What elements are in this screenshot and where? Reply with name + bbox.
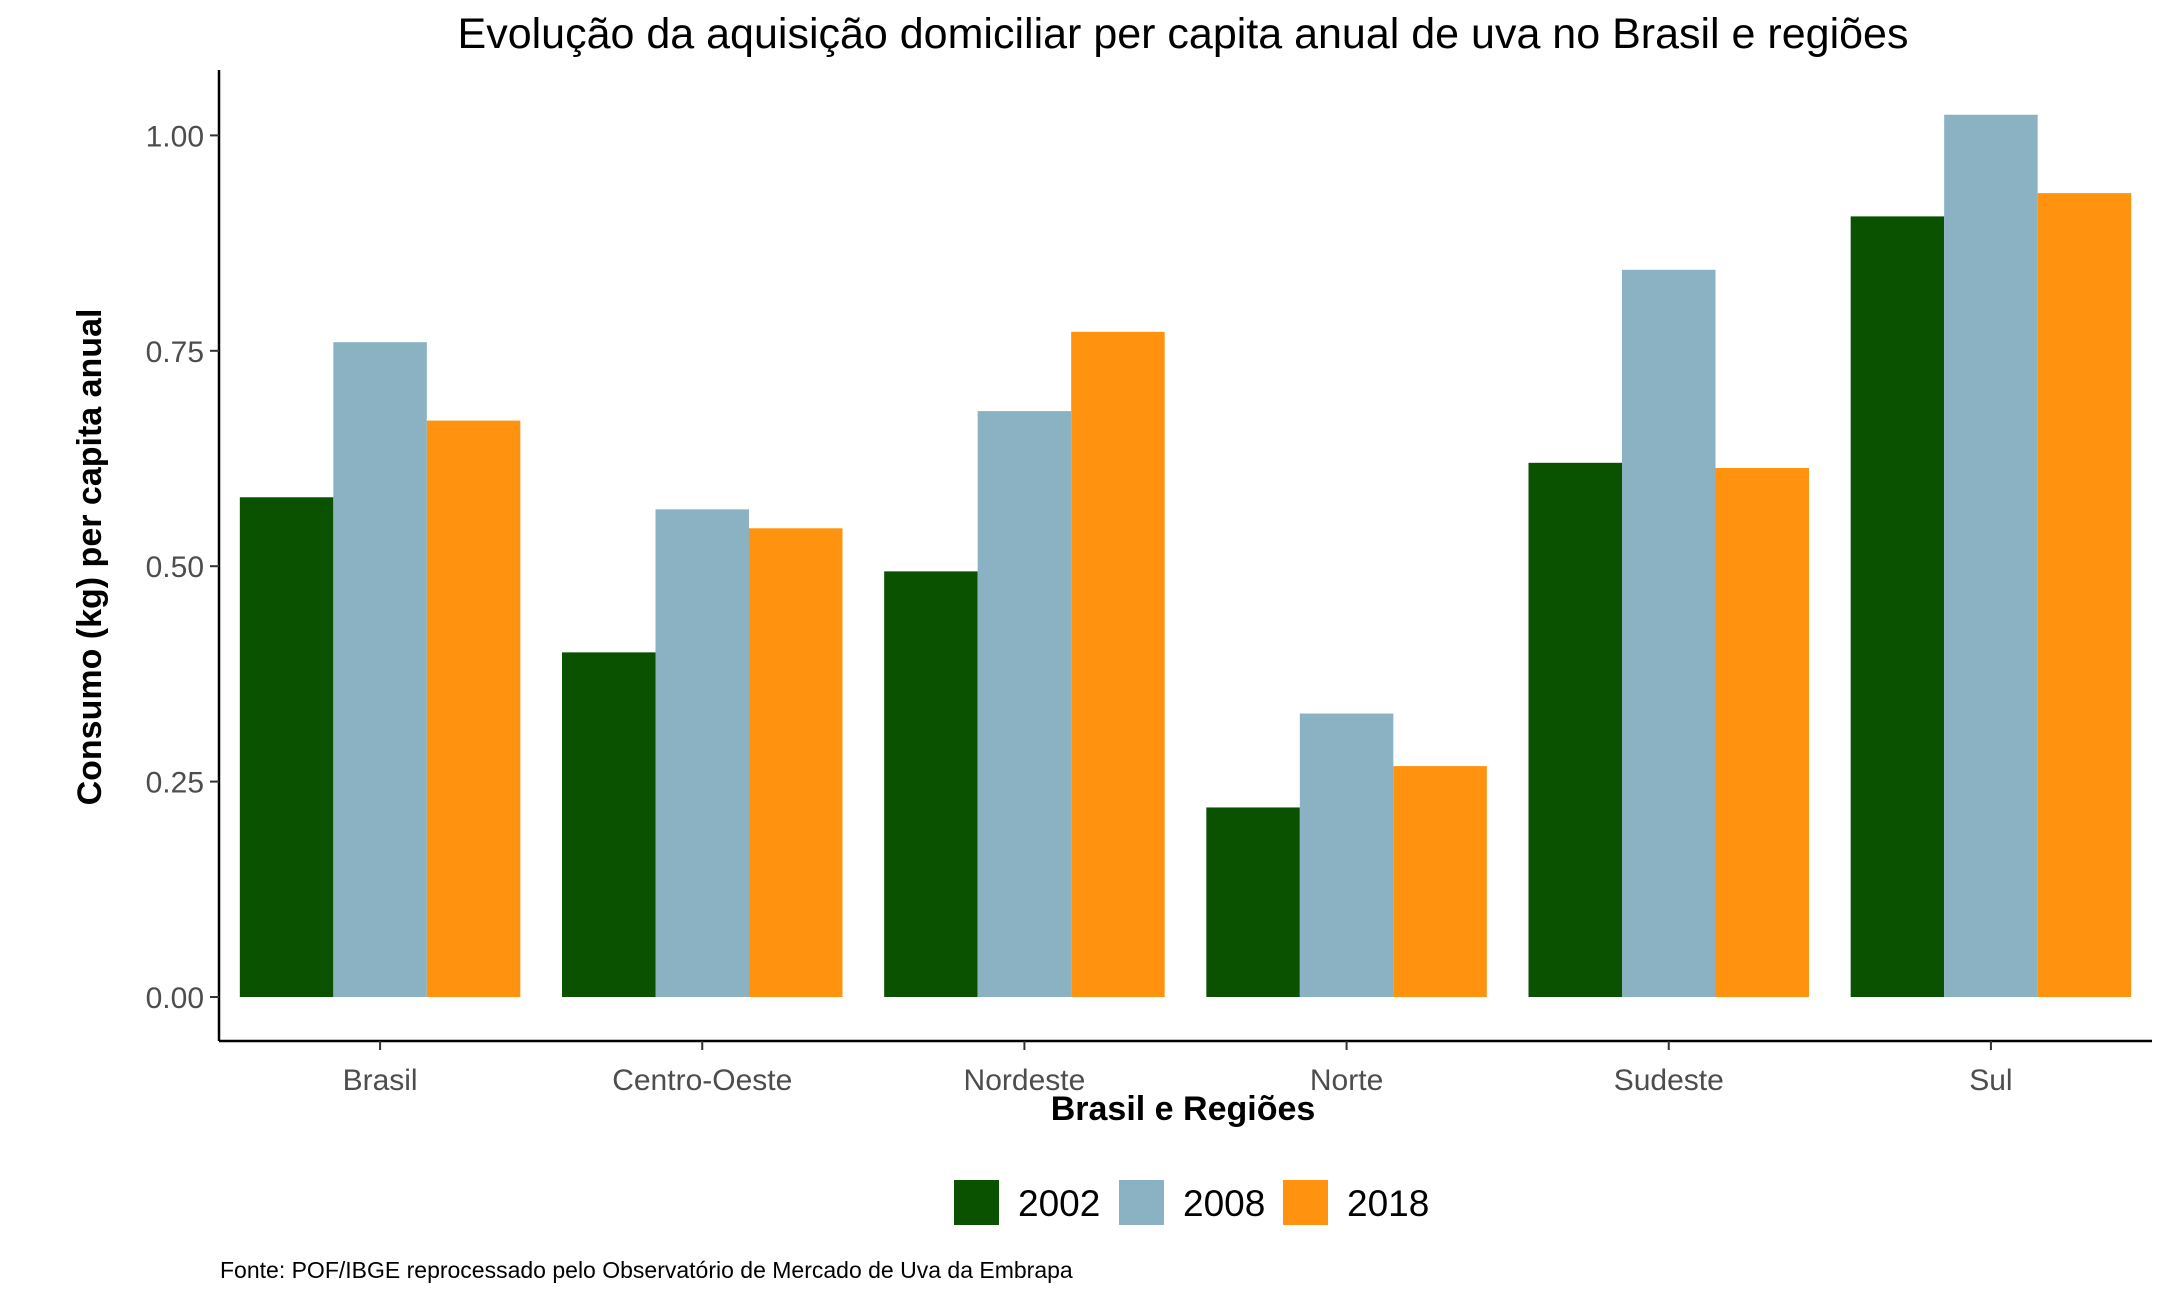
x-tick-label: Sudeste (1614, 1064, 1724, 1097)
bar-brasil-2008 (333, 342, 427, 998)
y-axis-title: Consumo (kg) per capita anual (71, 309, 109, 806)
bar-nordeste-2008 (977, 411, 1072, 997)
x-tick-label: Nordeste (964, 1064, 1086, 1097)
x-axis: Brasil Centro-Oeste Nordeste Norte Sudeste Su… (219, 1039, 2152, 1097)
legend-key-2008 (1119, 1180, 1164, 1225)
bar-nordeste-2002 (884, 571, 978, 997)
x-tick-label: Centro-Oeste (612, 1064, 792, 1097)
legend-label-2018: 2018 (1347, 1183, 1429, 1224)
x-tick-label: Brasil (343, 1064, 418, 1097)
y-tick-label: 0.50 (146, 551, 204, 584)
bar-sudeste-2008 (1622, 269, 1716, 998)
bar-sudeste-2018 (1715, 467, 1809, 997)
source-caption: Fonte: POF/IBGE reprocessado pelo Observ… (220, 1257, 1073, 1283)
bar-sul-2008 (1944, 114, 2038, 997)
x-tick-label: Norte (1310, 1064, 1383, 1097)
bar-brasil-2018 (426, 420, 521, 997)
x-tick-label: Sul (1969, 1064, 2012, 1097)
legend-key-2002 (954, 1180, 999, 1225)
bar-nordeste-2018 (1071, 331, 1165, 997)
bar-norte-2018 (1393, 766, 1487, 997)
bar-brasil-2002 (239, 497, 334, 997)
chart-title: Evolução da aquisição domiciliar per cap… (458, 10, 1909, 58)
legend-label-2008: 2008 (1183, 1183, 1265, 1224)
bar-norte-2008 (1299, 713, 1394, 997)
bar-centro-oeste-2018 (749, 528, 843, 997)
bar-sudeste-2002 (1528, 462, 1622, 998)
legend: 2002 2008 2018 (954, 1180, 1429, 1225)
plot-area (239, 114, 2132, 998)
y-tick-label: 1.00 (146, 120, 204, 153)
bar-centro-oeste-2008 (655, 509, 749, 997)
bar-norte-2002 (1206, 807, 1300, 997)
y-tick-label: 0.75 (146, 336, 204, 369)
bar-sul-2002 (1850, 216, 1945, 998)
y-axis: 0.00 0.25 0.50 0.75 1.00 (146, 70, 221, 1041)
bar-centro-oeste-2002 (562, 652, 656, 997)
legend-key-2018 (1283, 1180, 1328, 1225)
y-tick-label: 0.25 (146, 767, 204, 800)
bar-sul-2018 (2037, 193, 2132, 997)
legend-label-2002: 2002 (1018, 1183, 1100, 1224)
y-tick-label: 0.00 (146, 982, 204, 1015)
x-axis-title: Brasil e Regiões (1051, 1090, 1316, 1128)
